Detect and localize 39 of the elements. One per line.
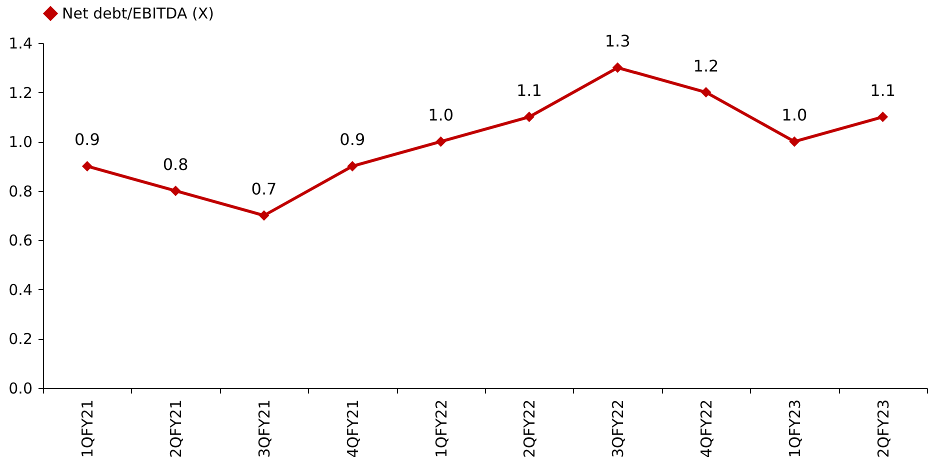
x-tick-label: 1QFY21 (78, 400, 97, 458)
data-label: 1.0 (782, 106, 808, 125)
data-label: 1.1 (516, 80, 542, 100)
point (789, 136, 800, 147)
data-label: 0.7 (251, 180, 277, 198)
point (524, 112, 534, 122)
data-label: 1.0 (428, 106, 454, 125)
data-label: 1.2 (693, 56, 719, 76)
y-tick-label: 1.2 (8, 84, 32, 102)
x-tick-label: 4QFY21 (344, 400, 362, 458)
point (347, 160, 358, 172)
data-label: 0.9 (74, 130, 100, 150)
x-tick-label: 4QFY22 (698, 400, 716, 458)
y-tick-label: 0.8 (8, 182, 32, 200)
x-tick-label: 3QFY21 (256, 400, 274, 458)
point (170, 186, 181, 196)
y-tick-label: 0.4 (8, 280, 32, 299)
y-tick-label: 0.2 (8, 330, 32, 348)
y-tick-label: 1.0 (8, 133, 32, 152)
y-tick-label: 0.6 (8, 232, 32, 250)
data-label: 0.9 (340, 130, 366, 150)
y-tick-label: 1.4 (8, 34, 32, 52)
x-tick-label: 3QFY22 (609, 400, 628, 458)
y-tick-label: 0.0 (8, 380, 32, 398)
point (700, 87, 712, 98)
x-tick-label: 1QFY23 (786, 400, 804, 458)
point (258, 210, 270, 221)
legend-label: Net debt/EBITDA (X) (62, 4, 214, 22)
point (436, 136, 446, 147)
data-label: 0.8 (162, 154, 188, 174)
data-label: 1.3 (604, 32, 630, 51)
point (82, 160, 92, 172)
x-tick-label: 2QFY23 (874, 400, 892, 458)
point (612, 62, 623, 73)
x-tick-label: 2QFY21 (167, 400, 186, 458)
x-tick-label: 1QFY22 (432, 400, 450, 458)
x-tick-label: 2QFY22 (520, 400, 539, 458)
data-label: 1.1 (870, 80, 896, 100)
point (878, 112, 888, 122)
